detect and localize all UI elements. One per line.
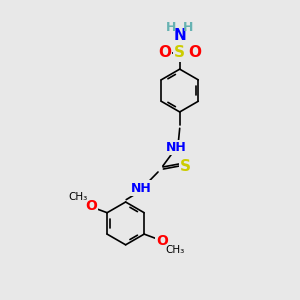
Text: NH: NH xyxy=(167,141,187,154)
Text: O: O xyxy=(189,45,202,60)
Text: O: O xyxy=(156,234,168,248)
Text: H: H xyxy=(166,21,177,34)
Text: O: O xyxy=(85,199,97,213)
Text: NH: NH xyxy=(131,182,152,195)
Text: H: H xyxy=(183,21,193,34)
Text: S: S xyxy=(174,45,185,60)
Text: O: O xyxy=(158,45,171,60)
Text: N: N xyxy=(173,28,186,43)
Text: S: S xyxy=(180,158,191,173)
Text: CH₃: CH₃ xyxy=(166,244,185,255)
Text: CH₃: CH₃ xyxy=(69,192,88,202)
